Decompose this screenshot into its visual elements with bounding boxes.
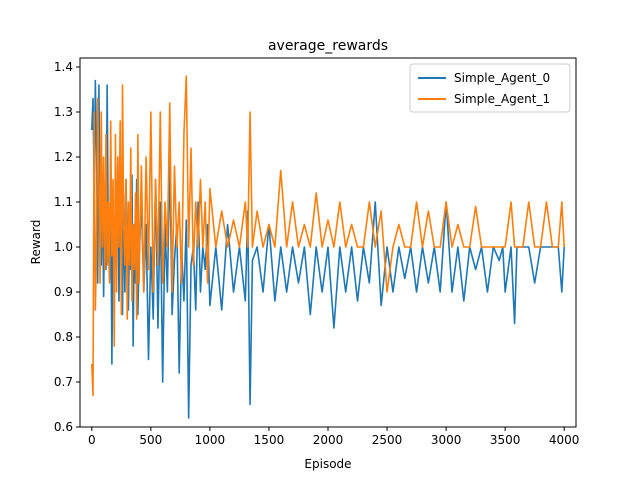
x-axis-label: Episode [304, 457, 351, 471]
legend-label: Simple_Agent_0 [454, 71, 550, 85]
y-tick-label: 0.9 [54, 285, 73, 299]
plot-frame [79, 57, 577, 428]
x-tick-label: 2000 [313, 433, 344, 447]
y-tick-label: 0.6 [54, 420, 73, 434]
x-tick-label: 3500 [490, 433, 521, 447]
legend: Simple_Agent_0 Simple_Agent_1 [409, 63, 571, 113]
y-tick-label: 0.8 [54, 330, 73, 344]
y-tick-label: 1.3 [54, 105, 73, 119]
series-line-simple-agent-1 [91, 75, 565, 397]
x-tick-label: 3000 [431, 433, 462, 447]
y-tick-label: 1.0 [54, 240, 73, 254]
y-tick-label: 1.2 [54, 150, 73, 164]
y-tick-label: 0.7 [54, 375, 73, 389]
x-tick-label: 2500 [372, 433, 403, 447]
y-tick-label: 1.1 [54, 195, 73, 209]
x-tick-label: 0 [88, 433, 96, 447]
x-tick-label: 500 [139, 433, 162, 447]
x-tick-label: 1500 [254, 433, 285, 447]
legend-box [409, 63, 571, 113]
chart-title: average_rewards [268, 38, 388, 54]
legend-label: Simple_Agent_1 [454, 92, 550, 106]
x-tick-label: 4000 [549, 433, 580, 447]
y-axis-label: Reward [29, 220, 43, 265]
x-tick-label: 1000 [195, 433, 226, 447]
y-tick-label: 1.4 [54, 60, 73, 74]
